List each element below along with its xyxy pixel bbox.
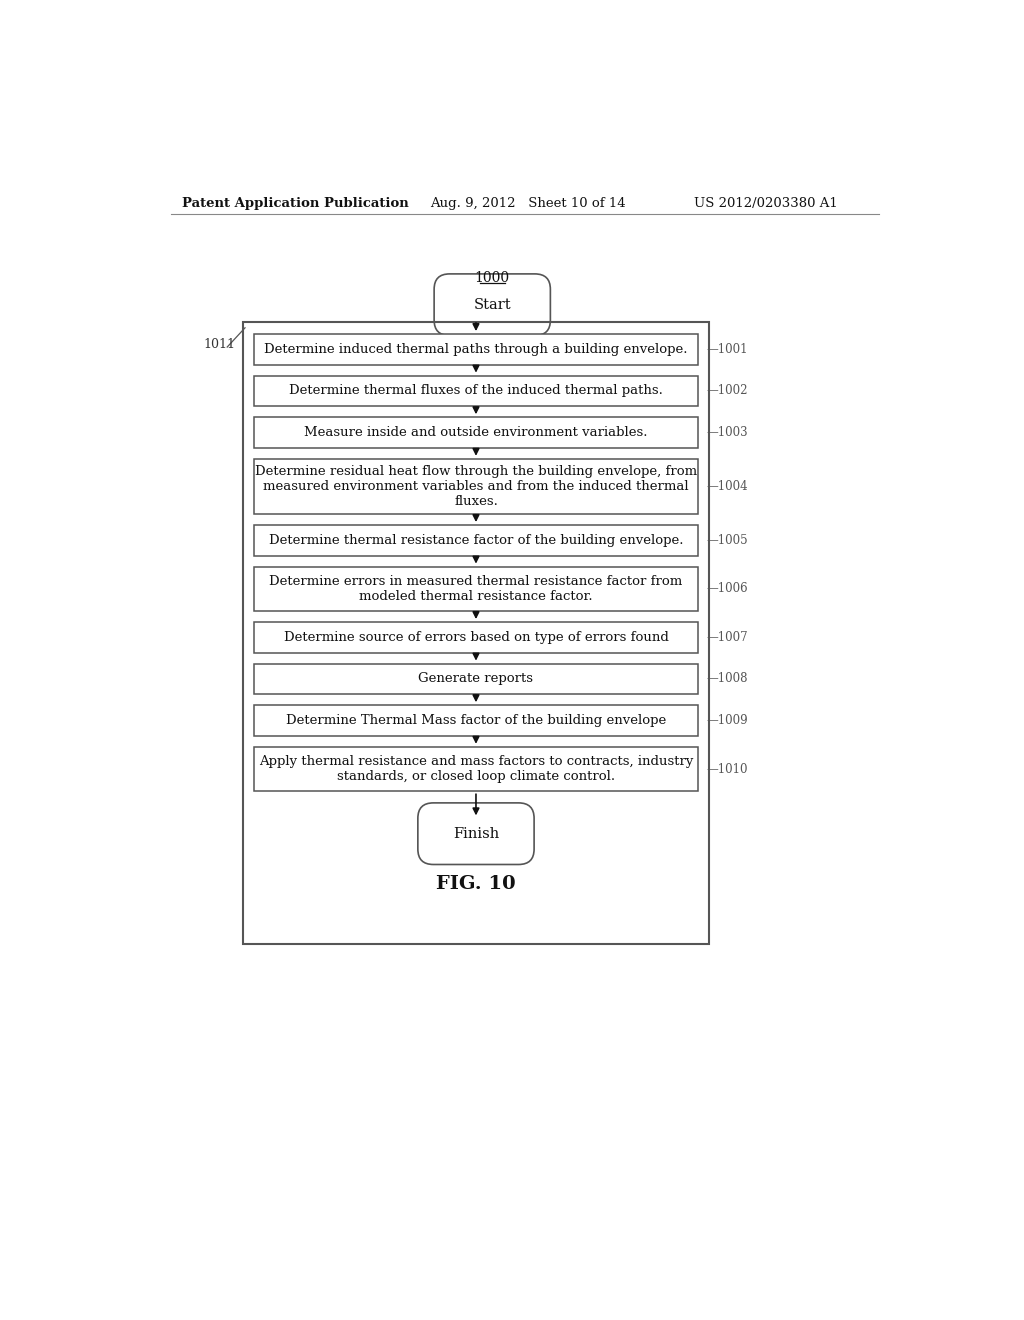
Text: —1005: —1005 bbox=[707, 533, 749, 546]
Text: Determine thermal fluxes of the induced thermal paths.: Determine thermal fluxes of the induced … bbox=[289, 384, 663, 397]
FancyBboxPatch shape bbox=[418, 803, 535, 865]
Text: FIG. 10: FIG. 10 bbox=[436, 875, 516, 892]
Bar bbox=[254, 664, 697, 694]
Bar bbox=[254, 334, 697, 364]
Bar bbox=[254, 417, 697, 447]
Text: Determine thermal resistance factor of the building envelope.: Determine thermal resistance factor of t… bbox=[268, 533, 683, 546]
Bar bbox=[254, 459, 697, 515]
Text: Determine induced thermal paths through a building envelope.: Determine induced thermal paths through … bbox=[264, 343, 688, 356]
Text: —1004: —1004 bbox=[707, 480, 749, 492]
Text: Patent Application Publication: Patent Application Publication bbox=[182, 197, 409, 210]
Text: —1009: —1009 bbox=[707, 714, 749, 727]
Text: —1006: —1006 bbox=[707, 582, 749, 595]
Bar bbox=[254, 376, 697, 407]
Text: Determine source of errors based on type of errors found: Determine source of errors based on type… bbox=[284, 631, 669, 644]
Bar bbox=[243, 322, 710, 944]
Text: Aug. 9, 2012   Sheet 10 of 14: Aug. 9, 2012 Sheet 10 of 14 bbox=[430, 197, 626, 210]
Bar bbox=[254, 747, 697, 792]
Text: Measure inside and outside environment variables.: Measure inside and outside environment v… bbox=[304, 426, 648, 440]
Bar bbox=[254, 566, 697, 611]
Text: Finish: Finish bbox=[453, 826, 499, 841]
Text: Generate reports: Generate reports bbox=[419, 672, 534, 685]
Text: Determine residual heat flow through the building envelope, from
measured enviro: Determine residual heat flow through the… bbox=[255, 465, 697, 508]
Bar bbox=[254, 525, 697, 556]
Text: Determine Thermal Mass factor of the building envelope: Determine Thermal Mass factor of the bui… bbox=[286, 714, 666, 727]
FancyBboxPatch shape bbox=[434, 275, 550, 335]
Text: 1000: 1000 bbox=[475, 271, 510, 285]
Text: Determine errors in measured thermal resistance factor from
modeled thermal resi: Determine errors in measured thermal res… bbox=[269, 574, 683, 603]
Text: —1003: —1003 bbox=[707, 426, 749, 440]
Text: —1002: —1002 bbox=[707, 384, 749, 397]
Text: —1007: —1007 bbox=[707, 631, 749, 644]
Text: Apply thermal resistance and mass factors to contracts, industry
standards, or c: Apply thermal resistance and mass factor… bbox=[259, 755, 693, 783]
Bar bbox=[254, 622, 697, 653]
Bar bbox=[254, 705, 697, 737]
Text: 1011: 1011 bbox=[204, 338, 236, 351]
Text: —1010: —1010 bbox=[707, 763, 749, 776]
Text: —1001: —1001 bbox=[707, 343, 749, 356]
Text: —1008: —1008 bbox=[707, 672, 749, 685]
Text: US 2012/0203380 A1: US 2012/0203380 A1 bbox=[693, 197, 838, 210]
Text: Start: Start bbox=[473, 298, 511, 312]
